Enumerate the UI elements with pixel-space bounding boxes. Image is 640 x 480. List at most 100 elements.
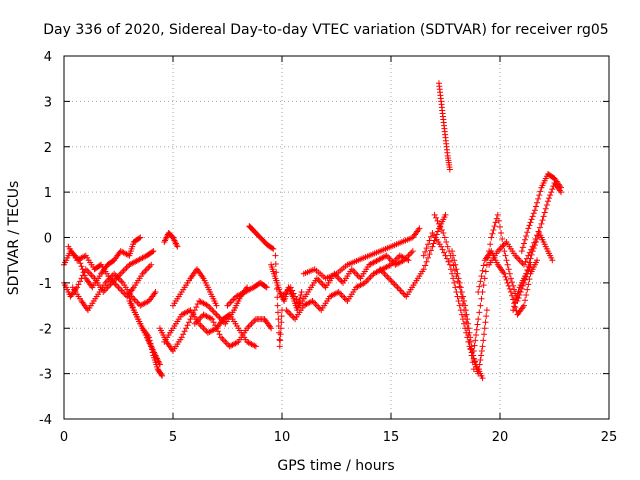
data-point <box>520 302 527 309</box>
data-point <box>468 343 475 350</box>
data-point <box>530 210 537 217</box>
data-point <box>475 288 482 295</box>
data-point <box>434 228 441 235</box>
data-point <box>534 236 541 243</box>
data-points <box>61 80 565 382</box>
data-point <box>297 295 304 301</box>
data-point <box>443 255 450 262</box>
data-point <box>337 276 344 283</box>
data-point <box>184 322 191 329</box>
grid-lines <box>64 56 609 419</box>
data-point <box>274 302 281 309</box>
data-point <box>310 299 317 306</box>
data-point <box>321 282 328 289</box>
data-point <box>185 319 192 326</box>
data-point <box>131 296 138 303</box>
data-point <box>528 251 535 258</box>
data-point <box>397 287 404 294</box>
data-point <box>247 322 254 329</box>
data-point <box>283 307 290 314</box>
data-point <box>524 267 531 274</box>
data-point <box>477 302 484 309</box>
data-point <box>507 275 514 282</box>
data-point <box>276 336 283 343</box>
data-point <box>478 295 485 302</box>
data-point <box>442 252 449 259</box>
data-point <box>451 257 458 264</box>
series-track-ab <box>268 261 305 314</box>
data-point <box>479 343 486 350</box>
data-point <box>505 266 512 273</box>
data-point <box>480 282 487 289</box>
data-point <box>501 248 508 255</box>
data-point <box>278 319 285 326</box>
data-point <box>252 343 259 350</box>
data-point <box>481 325 488 332</box>
data-point <box>149 248 156 255</box>
data-point <box>529 213 536 220</box>
data-point <box>114 282 121 289</box>
data-point <box>120 267 127 274</box>
data-point <box>525 225 532 232</box>
data-point <box>426 251 433 258</box>
data-point <box>527 219 534 226</box>
data-point <box>523 232 530 239</box>
data-point <box>449 270 456 277</box>
data-point <box>504 279 511 286</box>
data-point <box>538 220 545 227</box>
data-point <box>207 305 214 312</box>
data-point <box>525 281 532 288</box>
data-point <box>338 278 345 285</box>
data-point <box>391 281 398 288</box>
data-point <box>471 342 478 349</box>
data-point <box>475 366 482 373</box>
data-point <box>213 311 220 318</box>
data-point <box>452 284 459 291</box>
data-point <box>534 199 541 206</box>
data-point <box>233 339 240 346</box>
y-tick-label: 0 <box>44 232 52 247</box>
data-point <box>505 282 512 289</box>
data-point <box>308 298 315 305</box>
data-point <box>213 325 220 332</box>
data-point <box>294 307 301 314</box>
data-point <box>457 284 464 291</box>
data-point <box>511 286 518 293</box>
axis-ticks <box>63 55 610 420</box>
data-point <box>356 273 363 280</box>
data-point <box>441 234 448 241</box>
data-point <box>199 323 206 330</box>
data-point <box>523 270 530 277</box>
data-point <box>181 328 188 335</box>
data-point <box>532 203 539 210</box>
data-point <box>394 284 401 291</box>
data-point <box>478 352 485 359</box>
data-point <box>296 298 303 305</box>
data-point <box>276 343 283 350</box>
data-point <box>227 299 234 306</box>
data-point <box>427 247 434 254</box>
data-point <box>487 241 494 248</box>
data-point <box>528 216 535 223</box>
series-track-aa <box>510 229 556 314</box>
data-point <box>526 222 533 229</box>
data-point <box>286 310 293 317</box>
data-point <box>540 213 547 220</box>
data-point <box>284 308 291 315</box>
data-point <box>488 234 495 241</box>
data-point <box>463 311 470 318</box>
series-track-q <box>300 225 423 282</box>
y-tick-label: -3 <box>39 368 52 383</box>
data-point <box>504 261 511 268</box>
data-point <box>547 192 554 199</box>
data-point <box>289 313 296 320</box>
data-point <box>425 241 432 248</box>
x-tick-label: 10 <box>274 430 291 445</box>
data-point <box>451 279 458 286</box>
data-point <box>146 263 153 270</box>
data-point <box>78 263 85 270</box>
data-point <box>539 217 546 224</box>
data-point <box>156 361 163 368</box>
data-point <box>456 302 463 309</box>
data-point <box>278 313 285 320</box>
